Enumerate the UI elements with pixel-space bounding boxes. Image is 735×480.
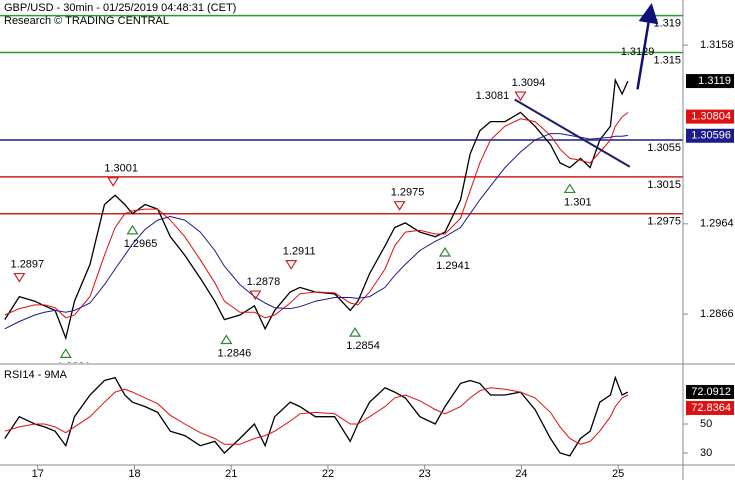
price-tag: 72.8364	[686, 400, 734, 415]
forecast-arrow	[636, 3, 659, 90]
price-tag-label: 1.3119	[698, 75, 731, 87]
support-marker	[220, 334, 233, 345]
price-tag-box	[686, 400, 734, 415]
annotation-label: 1.2911	[283, 246, 316, 258]
price-tag-label: 1.30804	[691, 111, 731, 123]
annotation-label: 1.3001	[104, 163, 138, 175]
y-tick-label: 1.2866	[700, 308, 734, 320]
price-line	[4, 133, 628, 330]
resistance-marker	[13, 272, 26, 283]
price-tag-box	[686, 109, 734, 124]
trendline	[514, 98, 631, 168]
rsi-title: RSI14 - 9MA	[4, 369, 68, 381]
resistance-marker	[514, 91, 527, 102]
price-line	[4, 387, 629, 445]
x-tick-label: 23	[419, 468, 431, 480]
support-marker	[348, 327, 362, 337]
price-tag-label: 72.8364	[691, 402, 731, 414]
annotation-label: 1.3129	[621, 46, 655, 58]
support-marker	[126, 224, 139, 235]
x-tick-label: 21	[225, 468, 237, 480]
y-tick-label: 50	[700, 418, 712, 430]
annotation-label: 1.2975	[391, 187, 425, 199]
level-label: 1.319	[653, 18, 681, 30]
support-marker	[59, 348, 72, 358]
y-tick-label: 1.2964	[700, 218, 734, 230]
x-tick-label: 17	[32, 468, 44, 480]
annotation-label: 1.2854	[346, 340, 380, 352]
support-marker	[563, 183, 576, 194]
annotation-label: 1.2965	[124, 238, 158, 250]
resistance-marker	[107, 177, 120, 187]
x-tick-label: 22	[322, 468, 334, 480]
price-line	[4, 375, 629, 457]
chart-title: GBP/USD - 30min - 01/25/2019 04:48:31 (C…	[4, 2, 236, 14]
price-panel: 1.319 1.315 1.3055 1.3015 1.2975 1.2831 1.2897…	[0, 3, 683, 373]
x-tick-label: 25	[612, 468, 624, 480]
annotation-label: 1.2941	[436, 260, 470, 272]
annotation-label: 1.2878	[247, 276, 281, 288]
annotation-label: 1.2846	[218, 347, 252, 359]
annotation-label: 1.3081	[476, 90, 510, 102]
level-label: 1.3055	[647, 142, 681, 154]
price-tag-box	[686, 74, 734, 89]
price-tag: 1.3119	[686, 74, 734, 89]
annotation-label: 1.2897	[11, 258, 45, 270]
price-tag-box	[686, 384, 734, 399]
price-tag-box	[686, 128, 734, 143]
resistance-marker	[393, 201, 406, 211]
resistance-marker	[249, 290, 262, 301]
y-tick-label: 1.3158	[700, 39, 734, 51]
price-tag: 72.0912	[686, 384, 734, 399]
x-tick-label: 18	[128, 468, 140, 480]
resistance-marker	[285, 260, 298, 270]
level-label: 1.3015	[647, 179, 681, 191]
annotation-label: 1.3094	[512, 77, 546, 89]
price-tag: 1.30596	[686, 128, 734, 143]
price-line	[4, 77, 629, 341]
rsi-panel	[4, 375, 629, 457]
level-label: 1.2975	[647, 216, 681, 228]
annotation-label: 1.301	[564, 196, 592, 208]
price-tag-label: 1.30596	[691, 130, 731, 142]
y-tick-label: 30	[700, 447, 712, 459]
chart-subtitle: Research © TRADING CENTRAL	[4, 15, 169, 27]
price-line	[4, 112, 629, 319]
level-label: 1.315	[653, 54, 681, 66]
price-tag: 1.30804	[686, 109, 734, 124]
x-tick-label: 24	[515, 468, 527, 480]
annotation-label: 1.2831	[57, 361, 91, 373]
price-tag-label: 72.0912	[691, 386, 731, 398]
support-marker	[438, 246, 452, 257]
